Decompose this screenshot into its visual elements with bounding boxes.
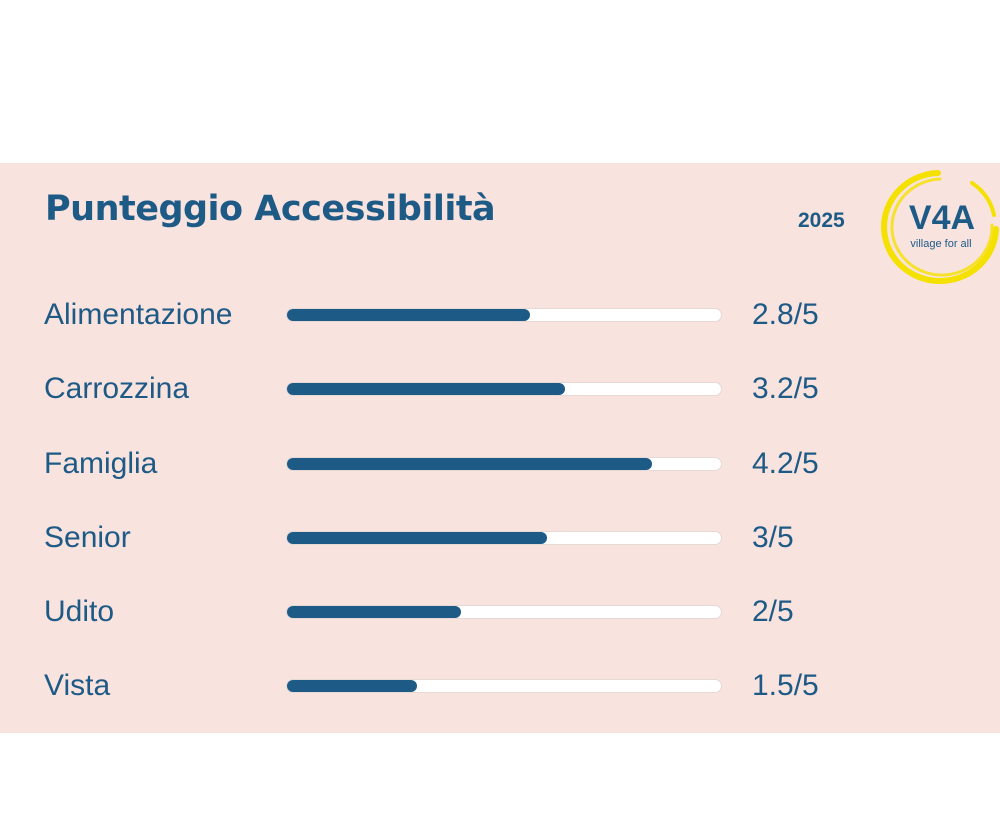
score-bar-fill [287,680,418,692]
score-row: Carrozzina 3.2/5 [0,369,1000,409]
score-value: 4.2/5 [752,447,819,480]
score-bar-track [287,680,721,692]
v4a-logo: V4A village for all [881,170,999,284]
score-value: 2/5 [752,595,794,628]
score-label: Vista [44,669,111,702]
score-row: Vista 1.5/5 [0,666,1000,706]
score-label: Carrozzina [44,372,190,405]
score-bar-track [287,383,721,395]
score-bar-fill [287,309,531,321]
logo-tagline: village for all [910,238,971,250]
score-row: Udito 2/5 [0,592,1000,632]
score-value: 3.2/5 [752,372,819,405]
card-title: Punteggio Accessibilità [45,189,496,229]
logo-mark: V4A [909,199,975,237]
score-label: Senior [44,521,131,554]
score-value: 2.8/5 [752,298,819,331]
score-bar-fill [287,458,652,470]
score-bar-track [287,606,721,618]
score-bar-track [287,532,721,544]
score-bar-track [287,309,721,321]
year-label: 2025 [798,209,845,232]
score-value: 3/5 [752,521,794,554]
score-label: Alimentazione [44,298,233,331]
accessibility-score-card: Punteggio Accessibilità 2025 V4A village… [0,163,1000,733]
score-label: Famiglia [44,447,158,480]
score-row: Senior 3/5 [0,518,1000,558]
score-row: Famiglia 4.2/5 [0,444,1000,484]
score-row: Alimentazione 2.8/5 [0,295,1000,335]
score-label: Udito [44,595,115,628]
score-bar-fill [287,383,565,395]
score-bar-fill [287,606,461,618]
score-bar-fill [287,532,548,544]
score-bar-track [287,458,721,470]
score-value: 1.5/5 [752,669,819,702]
